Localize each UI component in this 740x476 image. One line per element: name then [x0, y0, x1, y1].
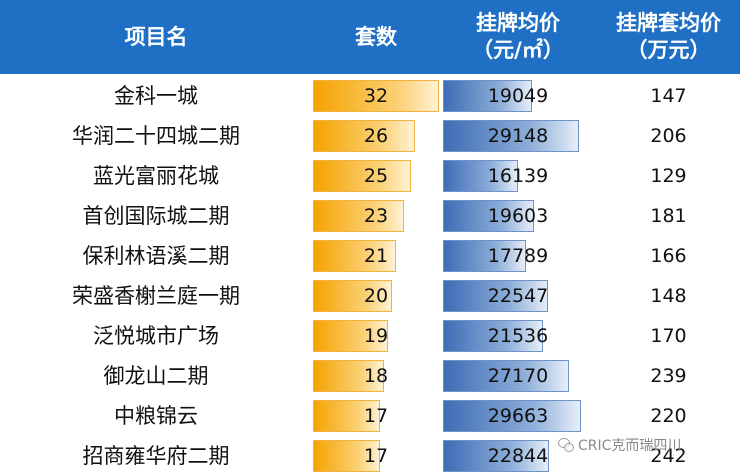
price-value: 22844: [487, 445, 549, 467]
project-name: 保利林语溪二期: [82, 244, 230, 268]
price-value: 21536: [487, 325, 549, 347]
project-name: 金科一城: [114, 84, 198, 108]
count-bar: [313, 280, 392, 312]
price-value: 22547: [487, 285, 549, 307]
header-name: 项目名: [0, 0, 312, 74]
table-row: 招商雍华府二期 17 22844 242: [0, 436, 740, 476]
header-total-line1: 挂牌套均价: [616, 11, 721, 35]
table-row: 华润二十四城二期 26 29148 206: [0, 116, 740, 156]
price-bar: [443, 120, 579, 152]
header-count: 套数: [313, 0, 439, 74]
price-bar: [443, 240, 526, 272]
count-value: 23: [363, 205, 389, 227]
price-value: 19603: [487, 205, 549, 227]
count-value: 17: [363, 405, 389, 427]
watermark: CRIC克而瑞四川: [558, 433, 681, 457]
table-row: 金科一城 32 19049 147: [0, 76, 740, 116]
total-value: 206: [650, 125, 687, 147]
count-value: 19: [363, 325, 389, 347]
project-name: 蓝光富丽花城: [93, 164, 219, 188]
project-name: 首创国际城二期: [82, 204, 230, 228]
total-value: 181: [650, 205, 687, 227]
price-bar: [443, 280, 548, 312]
price-bar: [443, 400, 581, 432]
total-value: 239: [650, 365, 687, 387]
price-value: 19049: [487, 85, 549, 107]
count-value: 20: [363, 285, 389, 307]
count-value: 25: [363, 165, 389, 187]
project-name: 御龙山二期: [103, 364, 209, 388]
project-name: 泛悦城市广场: [93, 324, 219, 348]
count-bar: [313, 400, 380, 432]
price-value: 16139: [487, 165, 549, 187]
total-value: 166: [650, 245, 687, 267]
count-value: 21: [363, 245, 389, 267]
count-bar: [313, 120, 415, 152]
table-row: 保利林语溪二期 21 17789 166: [0, 236, 740, 276]
count-value: 32: [363, 85, 389, 107]
project-name: 中粮锦云: [114, 404, 198, 428]
count-value: 17: [363, 445, 389, 467]
count-bar: [313, 160, 411, 192]
header-price-line1: 挂牌均价: [476, 11, 560, 35]
header-price-line2: （元/㎡）: [472, 38, 564, 62]
total-value: 147: [650, 85, 687, 107]
table-row: 御龙山二期 18 27170 239: [0, 356, 740, 396]
table-header: 项目名 套数 挂牌均价 （元/㎡） 挂牌套均价 （万元）: [0, 0, 740, 74]
price-bar: [443, 200, 534, 232]
price-bar: [443, 360, 569, 392]
count-value: 18: [363, 365, 389, 387]
table-row: 荣盛香榭兰庭一期 20 22547 148: [0, 276, 740, 316]
price-value: 29148: [487, 125, 549, 147]
header-price: 挂牌均价 （元/㎡）: [443, 0, 593, 74]
total-value: 220: [650, 405, 687, 427]
project-name: 荣盛香榭兰庭一期: [72, 284, 240, 308]
header-total-line2: （万元）: [626, 38, 711, 62]
price-value: 29663: [487, 405, 549, 427]
watermark-text: CRIC克而瑞四川: [578, 438, 682, 454]
project-name: 华润二十四城二期: [72, 124, 240, 148]
project-name: 招商雍华府二期: [82, 444, 230, 468]
table-row: 蓝光富丽花城 25 16139 129: [0, 156, 740, 196]
header-name-label: 项目名: [124, 24, 188, 49]
table-row: 泛悦城市广场 19 21536 170: [0, 316, 740, 356]
header-total: 挂牌套均价 （万元）: [597, 0, 740, 74]
wechat-icon: [558, 438, 574, 452]
price-value: 27170: [487, 365, 549, 387]
total-value: 170: [650, 325, 687, 347]
price-bar: [443, 440, 549, 472]
count-bar: [313, 240, 396, 272]
count-bar: [313, 320, 388, 352]
price-bar: [443, 320, 543, 352]
price-value: 17789: [487, 245, 549, 267]
count-bar: [313, 440, 380, 472]
price-bar: [443, 80, 532, 112]
price-bar: [443, 160, 518, 192]
table-row: 首创国际城二期 23 19603 181: [0, 196, 740, 236]
count-bar: [313, 200, 404, 232]
total-value: 148: [650, 285, 687, 307]
header-count-label: 套数: [355, 24, 397, 49]
count-value: 26: [363, 125, 389, 147]
total-value: 242: [650, 445, 687, 467]
count-bar: [313, 80, 439, 112]
count-bar: [313, 360, 384, 392]
table-row: 中粮锦云 17 29663 220: [0, 396, 740, 436]
total-value: 129: [650, 165, 687, 187]
